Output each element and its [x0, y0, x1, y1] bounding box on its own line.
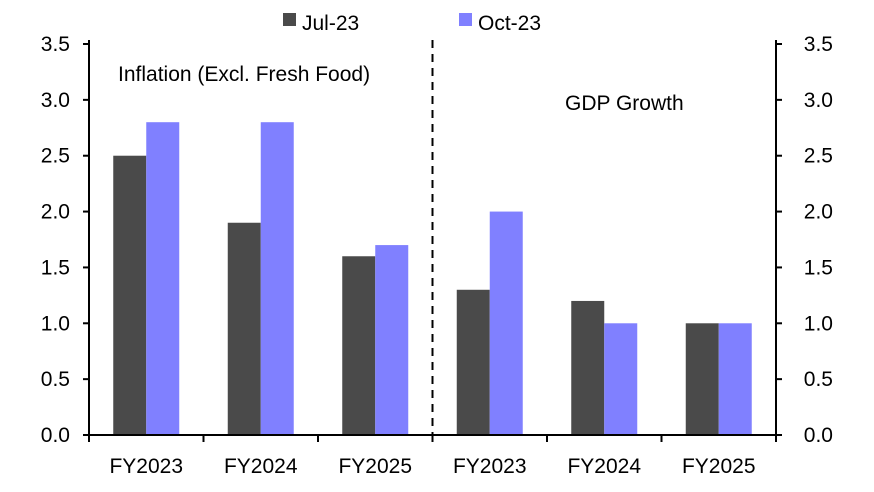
x-tick-label: FY2024 [567, 455, 641, 478]
legend-swatch-jul-23 [283, 13, 296, 26]
legend-label-oct-23: Oct-23 [478, 12, 541, 35]
x-tick-label: FY2025 [682, 455, 756, 478]
x-tick-label: FY2025 [338, 455, 412, 478]
bar-oct-23-fy2025-inflation [375, 245, 409, 435]
y-tick-label: 1.5 [41, 256, 70, 279]
y-tick-label: 0.0 [41, 424, 70, 447]
right-y-tick-label: 3.5 [804, 33, 833, 56]
legend: Jul-23 Oct-23 [283, 12, 541, 35]
bar-oct-23-fy2023-inflation [146, 122, 180, 435]
bar-jul-23-fy2023-gdp [456, 289, 490, 435]
y-tick-label: 3.0 [41, 89, 70, 112]
right-y-tick-label: 0.5 [804, 368, 833, 391]
bar-oct-23-fy2024-inflation [260, 122, 294, 435]
panel-label-inflation: Inflation (Excl. Fresh Food) [118, 63, 370, 86]
bar-oct-23-fy2025-gdp [718, 323, 752, 435]
x-tick-label: FY2024 [224, 455, 298, 478]
right-y-tick-label: 0.0 [804, 424, 833, 447]
y-tick-label: 1.0 [41, 312, 70, 335]
x-tick-label: FY2023 [453, 455, 527, 478]
legend-swatch-oct-23 [459, 13, 472, 26]
bar-oct-23-fy2024-gdp [604, 323, 638, 435]
bar-jul-23-fy2024-inflation [227, 222, 261, 435]
legend-label-jul-23: Jul-23 [302, 12, 359, 35]
right-y-tick-label: 1.5 [804, 256, 833, 279]
bar-jul-23-fy2025-inflation [342, 256, 376, 435]
bar-jul-23-fy2025-gdp [685, 323, 719, 435]
panel-label-gdp-growth: GDP Growth [565, 92, 684, 115]
y-tick-label: 3.5 [41, 33, 70, 56]
bar-jul-23-fy2024-gdp [571, 300, 605, 435]
right-y-tick-label: 3.0 [804, 89, 833, 112]
bar-oct-23-fy2023-gdp [489, 211, 523, 435]
bar-jul-23-fy2023-inflation [113, 155, 147, 435]
y-tick-label: 0.5 [41, 368, 70, 391]
right-y-tick-label: 1.0 [804, 312, 833, 335]
x-tick-label: FY2023 [109, 455, 183, 478]
y-tick-label: 2.0 [41, 201, 70, 224]
right-y-tick-label: 2.0 [804, 201, 833, 224]
right-y-tick-label: 2.5 [804, 145, 833, 168]
y-tick-label: 2.5 [41, 145, 70, 168]
